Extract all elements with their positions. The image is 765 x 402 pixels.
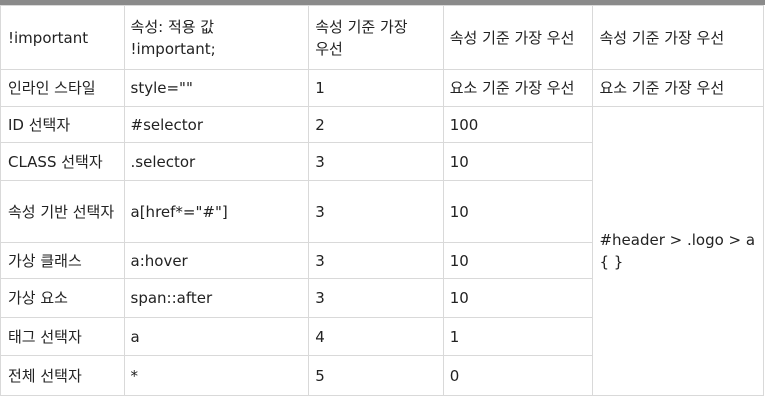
table-row: 가상 클래스 a:hover 3 10 (0, 242, 764, 279)
table-row: 전체 선택자 * 5 0 (0, 355, 764, 396)
cell-score: 1 (442, 317, 594, 356)
cell-rank: 3 (308, 180, 444, 243)
cell-important: !important (0, 5, 125, 70)
cell-merged-example: #header > .logo > a { } (592, 106, 764, 396)
table-row: 가상 요소 span::after 3 10 (0, 278, 764, 318)
cell-rank: 1 (308, 69, 444, 107)
cell-rank: 2 (308, 106, 444, 143)
cell-selector-name: CLASS 선택자 (0, 142, 125, 181)
table-row: 인라인 스타일 style="" 1 요소 기준 가장 우선 요소 기준 가장 … (0, 69, 764, 107)
cell-rank: 3 (308, 278, 444, 318)
cell-important-score: 속성 기준 가장 우선 (442, 5, 594, 70)
important-syntax-line2: !important; (130, 39, 216, 58)
cell-selector-name: 인라인 스타일 (0, 69, 125, 107)
cell-selector-name: ID 선택자 (0, 106, 125, 143)
cell-selector-syntax: #selector (123, 106, 310, 143)
cell-score: 10 (442, 142, 594, 181)
merged-example-text: #header > .logo > a { } (599, 231, 756, 271)
cell-score: 10 (442, 242, 594, 279)
table-top-border (0, 0, 765, 5)
cell-score: 10 (442, 180, 594, 243)
cell-important-example: 속성 기준 가장 우선 (592, 5, 764, 70)
cell-selector-syntax: a[href*="#"] (123, 180, 310, 243)
cell-score: 10 (442, 278, 594, 318)
cell-score: 요소 기준 가장 우선 (442, 69, 594, 107)
table-row: ID 선택자 #selector 2 100 #header > .logo >… (0, 106, 764, 396)
cell-selector-syntax: a (123, 317, 310, 356)
cell-selector-syntax: a:hover (123, 242, 310, 279)
cell-rank: 5 (308, 355, 444, 396)
cell-selector-syntax: style="" (123, 69, 310, 107)
cell-important-rank: 속성 기준 가장 우선 (308, 5, 444, 70)
cell-selector-syntax: span::after (123, 278, 310, 318)
table-row: !important 속성: 적용 값 !important; 속성 기준 가장… (0, 5, 764, 70)
cell-rank: 4 (308, 317, 444, 356)
cell-rank: 3 (308, 242, 444, 279)
cell-selector-name: 전체 선택자 (0, 355, 125, 396)
cell-selector-name: 가상 클래스 (0, 242, 125, 279)
cell-selector-name: 속성 기반 선택자 (0, 180, 125, 243)
cell-important-syntax: 속성: 적용 값 !important; (123, 5, 310, 70)
cell-example: 요소 기준 가장 우선 (592, 69, 764, 107)
cell-selector-name: 가상 요소 (0, 278, 125, 318)
cell-selector-name: 태그 선택자 (0, 317, 125, 356)
table-row: 태그 선택자 a 4 1 (0, 317, 764, 356)
cell-rank: 3 (308, 142, 444, 181)
important-syntax-line1: 속성: 적용 값 (130, 17, 215, 36)
table-row: CLASS 선택자 .selector 3 10 (0, 142, 764, 181)
cell-selector-syntax: .selector (123, 142, 310, 181)
cell-selector-syntax: * (123, 355, 310, 396)
cell-score: 0 (442, 355, 594, 396)
cell-score: 100 (442, 106, 594, 143)
specificity-table: !important 속성: 적용 값 !important; 속성 기준 가장… (0, 5, 764, 396)
